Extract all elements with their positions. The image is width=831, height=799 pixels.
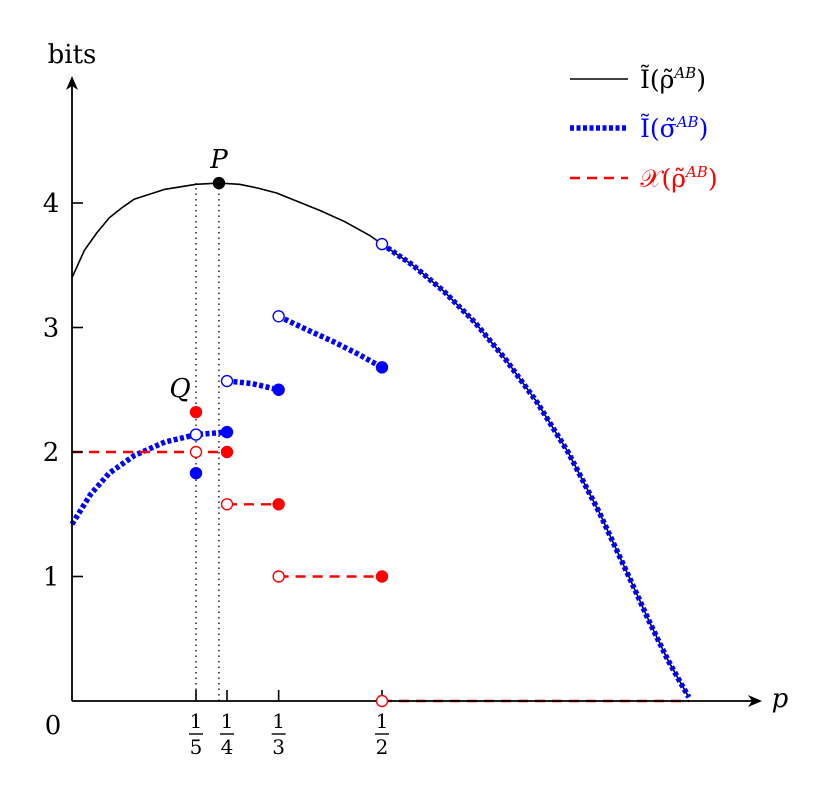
y-tick-label: 1 <box>43 563 60 593</box>
x-tick-label-denominator: 5 <box>190 735 203 759</box>
plot-series <box>69 182 692 703</box>
series-line-i-sigma <box>277 313 384 370</box>
filled-point <box>189 466 203 480</box>
legend-entry-i-rho: Ĩ(ρ̃AB) <box>570 64 706 94</box>
series-line-i-sigma <box>380 241 692 699</box>
open-point <box>272 570 285 583</box>
open-point <box>189 445 203 459</box>
filled-point <box>220 445 234 459</box>
open-point <box>375 237 389 251</box>
y-tick-label: 3 <box>43 314 60 344</box>
x-axis-label: p <box>772 684 789 714</box>
origin-label: 0 <box>45 711 62 741</box>
x-tick-label-numerator: 1 <box>221 709 234 733</box>
open-point <box>220 498 234 511</box>
series-line-i-sigma <box>69 429 228 526</box>
open-point <box>375 694 389 708</box>
legend-label-i-rho: Ĩ(ρ̃AB) <box>640 64 706 94</box>
series-line-i-sigma <box>226 378 280 393</box>
legend-label-i-sigma: Ĩ(σ̃AB) <box>640 113 708 143</box>
x-tick-label-denominator: 2 <box>376 735 389 759</box>
point-label-p: P <box>209 145 228 175</box>
plot-markers: PQ <box>169 145 389 708</box>
legend-label-x-rho: 𝒳(ρ̃AB) <box>640 163 718 193</box>
filled-point <box>220 425 234 439</box>
guide-lines <box>195 183 220 701</box>
x-tick-label-numerator: 1 <box>272 709 285 733</box>
filled-point <box>375 361 389 374</box>
filled-point <box>272 498 285 511</box>
x-tick-label-denominator: 4 <box>221 735 234 759</box>
x-tick-label-numerator: 1 <box>190 709 203 733</box>
open-point <box>272 310 285 323</box>
x-tick-label-numerator: 1 <box>376 709 389 733</box>
legend: Ĩ(ρ̃AB) Ĩ(σ̃AB) 𝒳(ρ̃AB) <box>570 64 718 193</box>
y-axis-label: bits <box>48 40 97 70</box>
y-tick-label: 2 <box>43 438 60 468</box>
open-point <box>189 428 203 441</box>
open-point <box>220 374 234 388</box>
series-line-i-rho <box>71 182 690 698</box>
y-tick-label: 4 <box>43 189 60 219</box>
filled-point <box>375 570 389 583</box>
filled-point <box>212 176 226 190</box>
filled-point <box>189 405 203 419</box>
x-tick-label-denominator: 3 <box>272 735 285 759</box>
point-label-q: Q <box>169 374 190 404</box>
filled-point <box>272 383 285 396</box>
legend-entry-x-rho: 𝒳(ρ̃AB) <box>570 163 718 193</box>
legend-entry-i-sigma: Ĩ(σ̃AB) <box>570 113 708 143</box>
